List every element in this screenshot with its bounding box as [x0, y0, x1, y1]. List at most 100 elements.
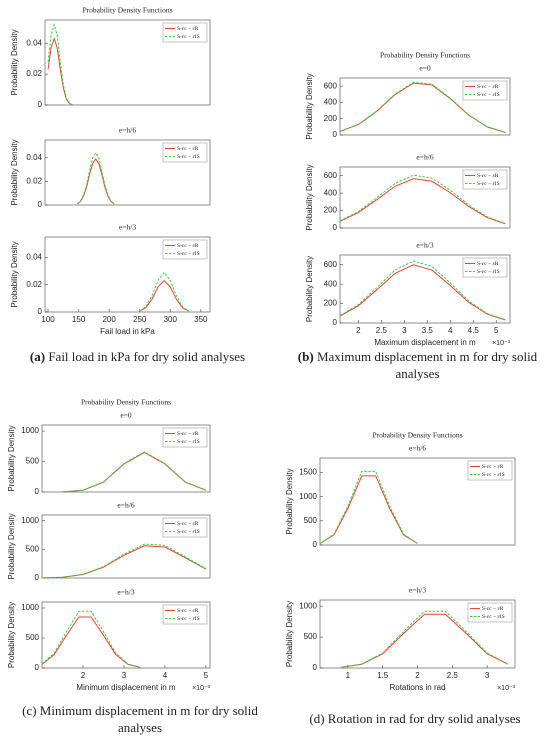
series-line [339, 178, 506, 225]
legend-label: S-εc − εIS [477, 269, 500, 275]
legend-label: S-εc − εIS [482, 614, 505, 620]
y-tick-label: 400 [324, 279, 338, 288]
y-tick-label: 0 [313, 663, 318, 672]
caption-label: (c) [22, 703, 37, 718]
plot-frame [44, 236, 211, 313]
series-line [41, 545, 207, 579]
chart-title: Probability Density Functions [373, 431, 463, 440]
legend-box [162, 142, 208, 163]
y-tick-label: 200 [324, 299, 338, 308]
legend-label: S-εc − εIS [177, 154, 200, 160]
x-tick-label: 2.5 [376, 326, 388, 335]
legend-label: S-εc − εR [177, 243, 199, 249]
plot-frame [339, 77, 511, 136]
chart-subtitle: e=h/6 [117, 501, 134, 510]
chart-title: Probability Density Functions [83, 6, 173, 15]
series-line [62, 451, 207, 493]
chart-title: Probability Density Functions [81, 398, 171, 407]
y-tick-label: 400 [324, 188, 338, 197]
chart-subtitle: e=0 [120, 411, 132, 420]
y-axis-label: Probability Density [10, 29, 19, 95]
legend-label: S-εc − εIS [482, 472, 505, 478]
x-tick-label: 300 [164, 315, 178, 324]
caption-text: Minimum displacement in m for dry solid … [39, 703, 258, 735]
y-tick-label: 0 [35, 487, 40, 496]
series-line [339, 260, 506, 321]
y-tick-label: 0.04 [26, 38, 42, 47]
caption-text: Fail load in kPa for dry solid analyses [48, 349, 246, 364]
y-tick-label: 1000 [21, 516, 39, 525]
y-tick-label: 200 [324, 114, 338, 123]
y-tick-label: 600 [324, 171, 338, 180]
y-tick-label: 500 [26, 633, 40, 642]
chart-title: Probability Density Functions [380, 51, 470, 60]
series-line [62, 451, 207, 493]
legend-box [467, 602, 513, 623]
y-tick-label: 600 [324, 81, 338, 90]
y-tick-label: 0 [38, 100, 43, 109]
x-tick-label: 4 [448, 326, 453, 335]
y-tick-label: 0 [333, 130, 338, 139]
x-tick-label: 3.5 [422, 326, 434, 335]
caption: (b) Maximum displacement in m for dry so… [290, 348, 545, 382]
y-axis-label: Probability Density [305, 73, 314, 139]
caption-text: Rotation in rad for dry solid analyses [327, 711, 521, 726]
x-tick-label: 2 [81, 671, 86, 680]
chart-subtitle: e=h/6 [416, 153, 433, 162]
y-axis-label: Probability Density [285, 601, 294, 667]
series-line [339, 174, 506, 225]
legend-box [162, 427, 208, 448]
legend-label: S-εc − εR [177, 608, 199, 614]
y-tick-label: 0.02 [26, 280, 42, 289]
y-tick-label: 0 [333, 318, 338, 327]
legend-label: S-εc − εIS [477, 181, 500, 187]
y-axis-label: Probability Density [305, 256, 314, 322]
y-tick-label: 500 [304, 632, 318, 641]
caption-label: (d) [309, 711, 325, 726]
y-axis-label: Probability Density [7, 425, 16, 491]
y-axis-label: Probability Density [10, 139, 19, 205]
chart-subtitle: e=h/6 [119, 126, 136, 135]
x-tick-label: 250 [133, 315, 147, 324]
chart-subtitle: e=h/3 [416, 241, 433, 250]
y-tick-label: 600 [324, 260, 338, 269]
x-tick-label: 5 [204, 671, 209, 680]
series-line [41, 610, 141, 668]
chart-subtitle: e=h/3 [119, 223, 136, 232]
x-exponent: ×10⁻³ [497, 685, 516, 692]
y-tick-label: 200 [324, 206, 338, 215]
y-tick-label: 400 [324, 98, 338, 107]
legend-label: S-εc − εIS [177, 529, 200, 535]
chart-subtitle: e=h/3 [409, 586, 426, 595]
y-tick-label: 1000 [21, 603, 39, 612]
series-line [77, 152, 115, 205]
chart-subtitle: e=h/6 [409, 444, 426, 453]
legend-box [462, 169, 508, 190]
y-axis-label: Probability Density [285, 468, 294, 534]
legend-label: S-εc − εIS [177, 251, 200, 257]
plot-frame [44, 19, 211, 106]
x-tick-label: 3 [402, 326, 407, 335]
legend-label: S-εc − εIS [477, 92, 500, 98]
y-tick-label: 1000 [299, 492, 317, 501]
x-axis-label: Rotations in rad [389, 683, 445, 692]
y-tick-label: 0.04 [26, 253, 42, 262]
series-line [41, 616, 141, 668]
legend-label: S-εc − εIS [177, 616, 200, 622]
legend-label: S-εc − εR [477, 84, 499, 90]
y-tick-label: 0 [35, 573, 40, 582]
y-tick-label: 1500 [299, 468, 317, 477]
caption: (a) Fail load in kPa for dry solid analy… [0, 348, 275, 365]
series-line [139, 279, 189, 312]
legend-label: S-εc − εR [177, 146, 199, 152]
y-axis-label: Probability Density [305, 164, 314, 230]
x-tick-label: 200 [102, 315, 116, 324]
x-tick-label: 150 [72, 315, 86, 324]
x-axis-label: Minimum displacement in m [76, 683, 175, 692]
x-axis-label: Maximum displacement in m [374, 338, 476, 347]
series-line [339, 264, 506, 321]
y-tick-label: 500 [26, 457, 40, 466]
series-line [47, 36, 73, 106]
caption-label: (b) [297, 349, 314, 364]
